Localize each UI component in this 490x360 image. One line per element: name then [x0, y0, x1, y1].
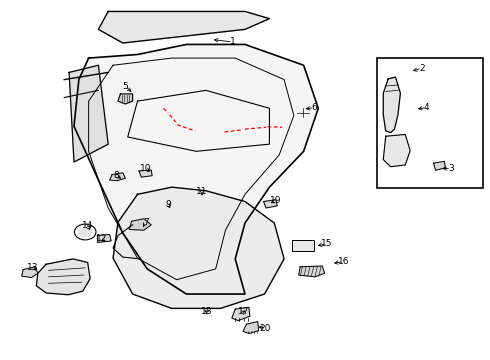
Text: 18: 18 [201, 307, 213, 316]
Text: 15: 15 [321, 239, 332, 248]
Polygon shape [299, 266, 325, 277]
Circle shape [197, 293, 207, 300]
Text: 12: 12 [96, 234, 107, 243]
Bar [377, 58, 484, 188]
Text: 16: 16 [338, 257, 349, 266]
Polygon shape [383, 77, 400, 133]
Polygon shape [36, 259, 90, 295]
Polygon shape [74, 44, 318, 294]
Circle shape [78, 227, 92, 237]
Text: 4: 4 [424, 103, 430, 112]
Polygon shape [110, 173, 125, 181]
Polygon shape [264, 200, 277, 208]
Polygon shape [98, 234, 111, 242]
Text: 8: 8 [114, 171, 120, 180]
Text: 5: 5 [122, 82, 128, 91]
Text: 1: 1 [230, 37, 236, 46]
Polygon shape [98, 12, 270, 43]
Text: 7: 7 [143, 218, 148, 227]
Polygon shape [434, 161, 445, 170]
Text: 3: 3 [448, 164, 454, 173]
Text: 13: 13 [26, 263, 38, 272]
Text: 11: 11 [196, 187, 208, 196]
Text: 9: 9 [165, 200, 171, 209]
Text: 6: 6 [312, 103, 317, 112]
Text: 10: 10 [140, 164, 151, 173]
Text: 20: 20 [260, 324, 271, 333]
Text: 17: 17 [238, 307, 249, 316]
Bar [292, 240, 314, 251]
Polygon shape [139, 170, 152, 177]
Text: 19: 19 [270, 196, 281, 205]
Polygon shape [22, 267, 38, 278]
Polygon shape [118, 94, 133, 104]
Polygon shape [383, 134, 410, 167]
Polygon shape [69, 65, 108, 162]
Polygon shape [113, 187, 284, 309]
Polygon shape [243, 321, 259, 333]
Polygon shape [129, 219, 151, 230]
Circle shape [294, 106, 312, 119]
Text: 2: 2 [419, 64, 425, 73]
Text: 14: 14 [81, 221, 93, 230]
Polygon shape [232, 307, 250, 320]
